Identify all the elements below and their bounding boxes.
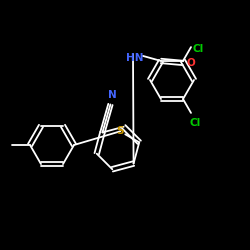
Text: Cl: Cl [192, 44, 203, 54]
Text: N: N [108, 90, 117, 101]
Text: O: O [186, 58, 196, 68]
Text: HN: HN [126, 53, 144, 63]
Text: Cl: Cl [190, 118, 200, 128]
Text: S: S [116, 126, 124, 136]
